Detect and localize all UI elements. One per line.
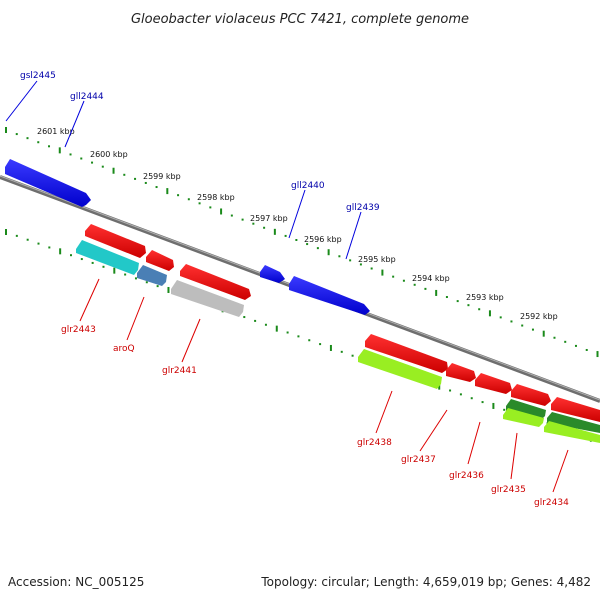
forward-genes (5, 159, 370, 315)
leader-line (419, 409, 448, 452)
gene-red-4[interactable] (365, 334, 448, 373)
ruler-label: 2592 kbp (520, 312, 558, 321)
label-gll2440: gll2440 (291, 181, 325, 191)
ruler-label: 2601 kbp (37, 127, 75, 136)
gene-red-1[interactable] (85, 224, 146, 258)
feature-lime[interactable] (358, 349, 442, 389)
label-aroQ: aroQ (113, 344, 135, 354)
leader-line (5, 80, 38, 122)
leader-line (64, 100, 85, 148)
reverse-genes (85, 224, 600, 422)
label-glr2435: glr2435 (491, 485, 526, 495)
gene-red-5[interactable] (446, 363, 476, 382)
gene-red-3[interactable] (180, 264, 251, 300)
ruler-labels: 2601 kbp 2600 kbp 2599 kbp 2598 kbp 2597… (37, 127, 558, 321)
label-glr2437: glr2437 (401, 455, 436, 465)
label-glr2438: glr2438 (357, 438, 392, 448)
gene-red-6[interactable] (475, 373, 512, 394)
label-gll2444: gll2444 (70, 92, 104, 102)
ruler-label: 2594 kbp (412, 274, 450, 283)
feature-steelblue[interactable] (137, 265, 167, 286)
leader-line (510, 432, 518, 480)
feature-darkgreen-2[interactable] (547, 412, 600, 433)
gene-gll2439[interactable] (289, 276, 370, 315)
strand-ticks-top (5, 127, 599, 358)
gene-red-8[interactable] (551, 397, 600, 422)
label-gsl2445: gsl2445 (20, 71, 56, 81)
feature-cyan[interactable] (76, 240, 139, 275)
feature-bars (76, 240, 600, 443)
leader-line (467, 421, 481, 465)
ruler-label: 2595 kbp (358, 255, 396, 264)
feature-lime-2[interactable] (503, 408, 544, 427)
label-gll2439: gll2439 (346, 203, 380, 213)
gene-red-7[interactable] (511, 384, 551, 406)
label-glr2441: glr2441 (162, 366, 197, 376)
gene-gsl2445[interactable] (5, 159, 91, 207)
ruler-label: 2598 kbp (197, 193, 235, 202)
label-glr2434: glr2434 (534, 498, 569, 508)
feature-gray[interactable] (171, 280, 244, 317)
leader-line (552, 449, 569, 493)
top-gene-labels: gsl2445 gll2444 gll2440 gll2439 (5, 71, 380, 260)
leader-line (345, 211, 362, 260)
leader-line (288, 189, 306, 239)
ruler-label: 2593 kbp (466, 293, 504, 302)
ruler-label: 2599 kbp (143, 172, 181, 181)
feature-lime-3[interactable] (544, 421, 600, 443)
feature-darkgreen-1[interactable] (506, 399, 546, 420)
ruler-label: 2600 kbp (90, 150, 128, 159)
gene-gll2440[interactable] (260, 265, 285, 283)
bottom-gene-labels: glr2443 aroQ glr2441 glr2438 glr2437 glr… (61, 278, 569, 508)
genome-summary: Topology: circular; Length: 4,659,019 bp… (260, 575, 591, 589)
ruler-label: 2597 kbp (250, 214, 288, 223)
leader-line (375, 390, 393, 434)
label-glr2436: glr2436 (449, 471, 484, 481)
leader-line (126, 296, 145, 341)
gene-red-2[interactable] (146, 250, 174, 271)
label-glr2443: glr2443 (61, 325, 96, 335)
leader-line (181, 318, 201, 363)
strand-ticks-bottom (5, 229, 592, 442)
accession-label: Accession: NC_005125 (8, 575, 144, 589)
ruler-label: 2596 kbp (304, 235, 342, 244)
map-title: Gloeobacter violaceus PCC 7421, complete… (131, 12, 469, 27)
leader-line (79, 278, 100, 322)
